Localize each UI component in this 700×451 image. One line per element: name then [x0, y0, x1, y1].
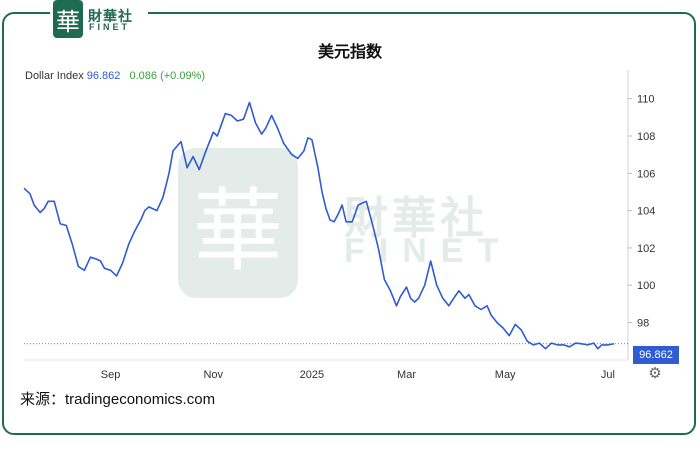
- y-tick-label: 100: [637, 280, 655, 292]
- card-frame: [2, 12, 696, 435]
- chart-legend: Dollar Index 96.862 0.086 (+0.09%): [25, 70, 205, 82]
- y-tick-label: 106: [637, 168, 655, 180]
- legend-change: 0.086 (+0.09%): [129, 70, 206, 82]
- brand-badge-icon: 華: [53, 0, 83, 38]
- x-tick-label: Jul: [601, 369, 615, 381]
- brand-cn-name: 財華社: [88, 9, 133, 25]
- legend-series-name: Dollar Index: [25, 70, 84, 82]
- x-tick-label: 2025: [300, 369, 324, 381]
- x-tick-label: Sep: [101, 369, 121, 381]
- watermark-cn-name: 財華社: [344, 193, 488, 244]
- y-tick-label: 104: [637, 206, 655, 218]
- gear-icon[interactable]: ⚙: [648, 364, 662, 382]
- x-tick-label: May: [495, 369, 516, 381]
- x-tick-label: Mar: [397, 369, 416, 381]
- last-price-tag: 96.862: [633, 346, 679, 364]
- x-tick-label: Nov: [203, 369, 223, 381]
- series-line-dollar-index: [23, 101, 615, 350]
- watermark-badge-icon: 華: [178, 148, 298, 298]
- chart-title: 美元指数: [317, 42, 382, 61]
- y-tick-label: 102: [637, 243, 655, 255]
- y-tick-label: 110: [637, 94, 655, 106]
- source-caption: 来源：tradingeconomics.com: [20, 391, 216, 408]
- watermark-en-name: FINET: [344, 232, 513, 270]
- y-tick-label: 98: [637, 318, 649, 330]
- y-tick-label: 108: [637, 131, 655, 143]
- brand-logo: 華 財華社 FINET: [50, 0, 148, 40]
- brand-en-name: FINET: [89, 22, 130, 32]
- legend-last-value: 96.862: [86, 70, 121, 82]
